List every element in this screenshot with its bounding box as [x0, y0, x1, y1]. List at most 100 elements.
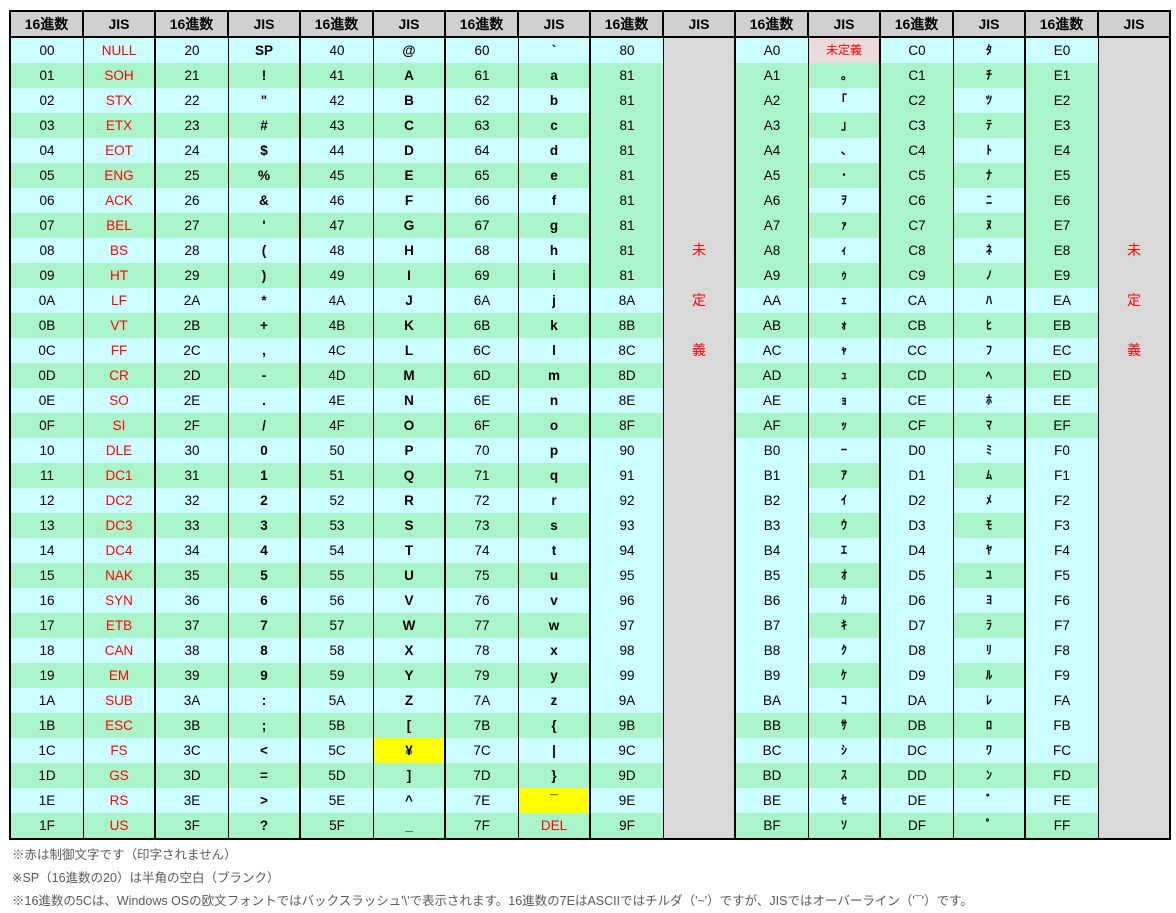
col-header-hex: 16進数 [11, 12, 84, 36]
jis-cell: | [519, 738, 589, 763]
hex-cell: 91 [591, 463, 664, 488]
jis-cell: X [374, 638, 444, 663]
jis-cell: C [374, 113, 444, 138]
jis-cell: ｫ [809, 313, 879, 338]
column-pair-20-3F: 16進数 JIS 20 21 22 23 24 25 26 27 28 29 2A 2B 2C 2D 2E 2F 3… [156, 12, 301, 838]
jis-cell: ｨ [809, 238, 879, 263]
jis-cell: 3 [229, 513, 299, 538]
hex-cell: 4E [301, 388, 374, 413]
hex-cell: A8 [736, 238, 809, 263]
jis-cell: O [374, 413, 444, 438]
hex-cell: E5 [1026, 163, 1099, 188]
jis-cell: ﾟ [954, 813, 1024, 838]
jis-cell: y [519, 663, 589, 688]
hex-cell: 0E [11, 388, 84, 413]
hex-cell: 23 [156, 113, 229, 138]
col-header-jis: JIS [229, 12, 299, 36]
jis-cell: SOH [84, 63, 154, 88]
jis-cell: t [519, 538, 589, 563]
hex-cell: ED [1026, 363, 1099, 388]
hex-cell: A0 [736, 38, 809, 63]
hex-cell: DE [881, 788, 954, 813]
hex-cell: E6 [1026, 188, 1099, 213]
jis-column: SP! " # $% & '() * +, -./0 1 2 3 4 5 6 7 8 9:; < = >? [229, 38, 299, 838]
jis-cell: ] [374, 763, 444, 788]
jis-cell: Y [374, 663, 444, 688]
hex-cell: EC [1026, 338, 1099, 363]
hex-cell: 06 [11, 188, 84, 213]
hex-cell: 5A [301, 688, 374, 713]
hex-cell: 31 [156, 463, 229, 488]
hex-cell: F6 [1026, 588, 1099, 613]
hex-cell: 54 [301, 538, 374, 563]
jis-cell: SYN [84, 588, 154, 613]
jis-cell: E [374, 163, 444, 188]
hex-cell: 1D [11, 763, 84, 788]
jis-cell: w [519, 613, 589, 638]
hex-cell: F9 [1026, 663, 1099, 688]
hex-cell: B1 [736, 463, 809, 488]
jis-cell: % [229, 163, 299, 188]
hex-cell: 60 [446, 38, 519, 63]
jis-cell: CAN [84, 638, 154, 663]
hex-cell: A9 [736, 263, 809, 288]
jis-cell: } [519, 763, 589, 788]
hex-cell: 04 [11, 138, 84, 163]
jis-cell: 2 [229, 488, 299, 513]
jis-cell: H [374, 238, 444, 263]
hex-cell: 66 [446, 188, 519, 213]
hex-cell: 81 [591, 113, 664, 138]
hex-cell: FB [1026, 713, 1099, 738]
jis-cell: FS [84, 738, 154, 763]
jis-cell: u [519, 563, 589, 588]
hex-cell: CE [881, 388, 954, 413]
col-header-hex: 16進数 [881, 12, 954, 36]
hex-cell: 5C [301, 738, 374, 763]
pair-body: 20 21 22 23 24 25 26 27 28 29 2A 2B 2C 2D 2E 2F 30 31 32 33… [156, 38, 299, 838]
hex-cell: DB [881, 713, 954, 738]
hex-cell: 1B [11, 713, 84, 738]
jis-cell: N [374, 388, 444, 413]
jis-cell: ｾ [809, 788, 879, 813]
hex-column: 40 41 42 43 44 45 46 47 48 49 4A 4B 4C 4D 4E 4F 50 51 52 53… [301, 38, 374, 838]
hex-cell: 24 [156, 138, 229, 163]
hex-cell: 12 [11, 488, 84, 513]
jis-cell: ｶ [809, 588, 879, 613]
hex-cell: 51 [301, 463, 374, 488]
hex-cell: 7A [446, 688, 519, 713]
jis-cell: HT [84, 263, 154, 288]
jis-cell: RS [84, 788, 154, 813]
jis-cell: CR [84, 363, 154, 388]
hex-cell: 3D [156, 763, 229, 788]
hex-cell: F1 [1026, 463, 1099, 488]
hex-cell: 71 [446, 463, 519, 488]
hex-cell: E4 [1026, 138, 1099, 163]
jis-column: ` a b c d e f g h i j k l m n o p q r s t u v w x y z{|} ¯ DEL [519, 38, 589, 838]
hex-cell: 7C [446, 738, 519, 763]
hex-cell: 16 [11, 588, 84, 613]
jis-cell: : [229, 688, 299, 713]
jis-cell: 8 [229, 638, 299, 663]
hex-cell: 5D [301, 763, 374, 788]
hex-cell: F7 [1026, 613, 1099, 638]
hex-cell: 41 [301, 63, 374, 88]
hex-cell: B9 [736, 663, 809, 688]
pair-header: 16進数 JIS [881, 12, 1024, 38]
jis-cell: ﾈ [954, 238, 1024, 263]
column-pair-E0-FF: 16進数 JIS E0 E1 E2 E3 E4 E5 E6 E7 E8 E9 EA EB EC ED EE EF F… [1026, 12, 1169, 838]
hex-cell: 81 [591, 163, 664, 188]
jis-cell: ﾑ [954, 463, 1024, 488]
jis-cell: ACK [84, 188, 154, 213]
jis-cell: US [84, 813, 154, 838]
hex-cell: 2A [156, 288, 229, 313]
hex-cell: 18 [11, 638, 84, 663]
jis-cell: ｦ [809, 188, 879, 213]
hex-column: A0 A1 A2 A3 A4 A5 A6 A7 A8 A9 AA AB AC AD AE AF B0 B1 B2 B3… [736, 38, 809, 838]
undefined-label-char: 義 [1127, 342, 1141, 358]
jis-cell: J [374, 288, 444, 313]
jis-cell: ﾃ [954, 113, 1024, 138]
pair-header: 16進数 JIS [301, 12, 444, 38]
hex-cell: CD [881, 363, 954, 388]
col-header-jis: JIS [664, 12, 734, 36]
jis-cell: Q [374, 463, 444, 488]
